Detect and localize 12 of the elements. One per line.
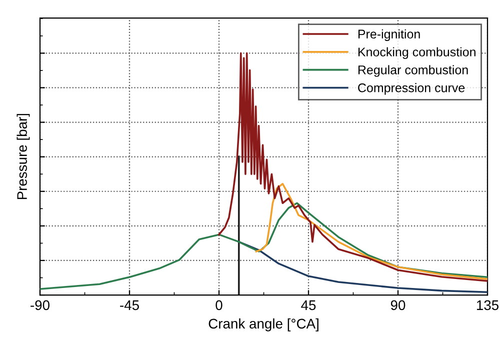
y-axis-title: Pressure [bar] bbox=[16, 114, 30, 200]
x-tick-label: 135 bbox=[476, 300, 499, 310]
x-tick-label: -90 bbox=[30, 300, 50, 310]
x-tick-label: 45 bbox=[301, 300, 316, 310]
x-tick-label: 90 bbox=[390, 300, 406, 310]
legend-label: Compression curve bbox=[358, 83, 465, 95]
x-tick-label: -45 bbox=[120, 300, 139, 310]
legend-label: Regular combustion bbox=[358, 65, 468, 77]
x-tick-label: 0 bbox=[216, 300, 222, 310]
legend-label: Knocking combustion bbox=[358, 47, 476, 59]
legend-label: Pre-ignition bbox=[358, 29, 420, 41]
x-axis-title: Crank angle [°CA] bbox=[208, 318, 318, 332]
